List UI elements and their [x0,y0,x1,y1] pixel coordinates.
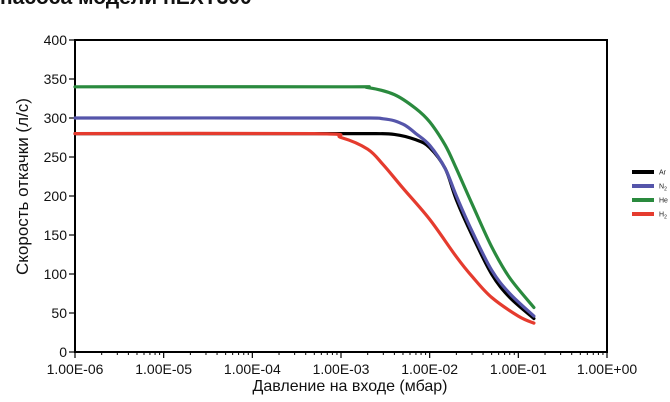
x-tick-label: 1.00E-05 [135,361,192,377]
y-tick-label: 400 [44,32,68,48]
x-axis-label: Давление на входе (мбар) [252,378,448,395]
series-line-he [73,85,536,310]
series-line-h2 [73,131,536,325]
x-tick-label: 1.00E+00 [577,361,638,377]
y-tick-label: 150 [44,227,68,243]
x-axis-label-wrap: Давление на входе (мбар) [0,378,670,396]
x-tick-label: 1.00E-06 [47,361,104,377]
x-tick-label: 1.00E-01 [490,361,547,377]
y-tick-label: 250 [44,149,68,165]
y-tick-label: 200 [44,188,68,204]
series-line-ar [73,131,536,321]
x-tick-label: 1.00E-03 [313,361,370,377]
chart-title: насоса модели nEXT300 [0,0,252,10]
y-tick-label: 0 [59,344,67,360]
series-line-n2 [73,116,536,318]
legend-label: H2 [659,212,667,221]
y-tick-label: 350 [44,71,68,87]
x-tick-label: 1.00E-02 [401,361,458,377]
legend-label: Ar [659,170,667,177]
y-tick-label: 100 [44,266,68,282]
legend-label: He [659,198,668,205]
legend-label: N2 [659,184,667,193]
y-tick-label: 50 [51,305,67,321]
x-tick-label: 1.00E-04 [224,361,281,377]
y-tick-label: 300 [44,110,68,126]
